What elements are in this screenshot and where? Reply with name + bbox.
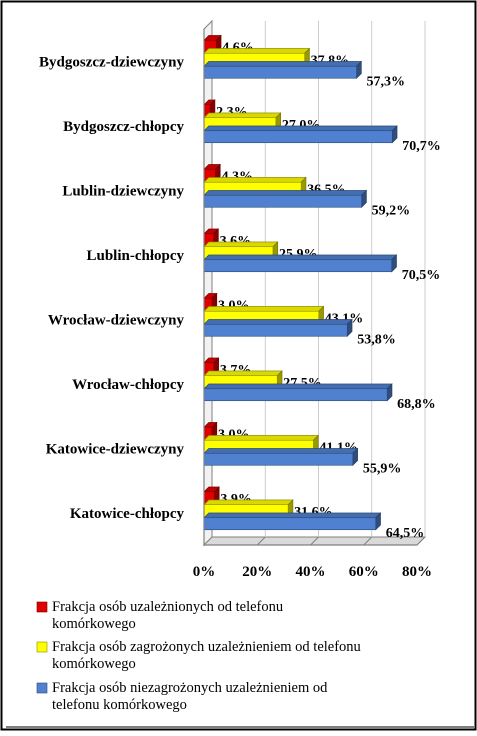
gridline-floor bbox=[416, 536, 426, 546]
bar bbox=[203, 194, 362, 208]
category-label: Bydgoszcz-dziewczyny bbox=[39, 54, 184, 70]
bar bbox=[203, 259, 393, 273]
bar-top bbox=[203, 125, 398, 132]
category-label: Katowice-chłopcy bbox=[70, 506, 185, 522]
bar-top bbox=[203, 383, 393, 390]
bar-top bbox=[203, 435, 319, 441]
bar-top bbox=[203, 448, 359, 454]
data-label: 53,8% bbox=[357, 332, 396, 347]
bar bbox=[203, 323, 348, 337]
category-label: Katowice-dziewczyny bbox=[46, 441, 185, 457]
legend-swatch bbox=[36, 682, 48, 694]
x-tick-label: 60% bbox=[349, 564, 379, 580]
x-tick-label: 80% bbox=[402, 564, 432, 580]
data-label: 55,9% bbox=[363, 461, 402, 476]
legend-swatch bbox=[36, 601, 48, 613]
category-label: Lublin-dziewczyny bbox=[62, 183, 184, 199]
data-label: 68,8% bbox=[397, 397, 436, 412]
gridline-floor bbox=[363, 536, 373, 546]
category-label: Bydgoszcz-chłopcy bbox=[63, 119, 184, 135]
category-label: Lublin-chłopcy bbox=[86, 248, 184, 264]
category-label: Wrocław-dziewczyny bbox=[48, 312, 185, 328]
side-wall bbox=[203, 19, 213, 547]
bar-top bbox=[203, 112, 282, 119]
data-label: 59,2% bbox=[372, 203, 411, 218]
bar-top bbox=[203, 512, 382, 519]
bar-top bbox=[203, 190, 368, 196]
bar bbox=[203, 452, 354, 466]
data-label: 64,5% bbox=[386, 526, 425, 541]
legend-label: Frakcja osób zagrożonych uzależnieniem o… bbox=[52, 639, 361, 672]
legend-label: Frakcja osób niezagrożonych uzależnienie… bbox=[52, 680, 328, 713]
data-label: 70,7% bbox=[402, 139, 441, 154]
bar bbox=[203, 65, 357, 79]
x-tick-label: 20% bbox=[242, 564, 272, 580]
bar-top bbox=[203, 499, 294, 506]
x-tick-label: 0% bbox=[193, 564, 216, 580]
bar-top bbox=[203, 306, 325, 312]
bar bbox=[203, 517, 377, 531]
bar-top bbox=[203, 48, 311, 54]
bar bbox=[203, 130, 393, 144]
legend-label: Frakcja osób uzależnionych od telefonu ko… bbox=[52, 599, 283, 632]
bar-top bbox=[203, 370, 283, 377]
legend-swatch bbox=[36, 641, 48, 653]
bar-top bbox=[203, 61, 363, 67]
data-label: 70,5% bbox=[402, 268, 441, 283]
bar-top bbox=[203, 177, 307, 183]
bar bbox=[203, 388, 388, 402]
bar-top bbox=[203, 241, 279, 248]
gridline-floor bbox=[310, 536, 319, 546]
category-label: Wrocław-chłopcy bbox=[72, 377, 184, 393]
bar-top bbox=[203, 319, 353, 325]
gridline-floor bbox=[256, 536, 266, 546]
bar-top bbox=[203, 254, 398, 261]
x-tick-label: 40% bbox=[296, 564, 326, 580]
data-label: 57,3% bbox=[367, 74, 406, 89]
